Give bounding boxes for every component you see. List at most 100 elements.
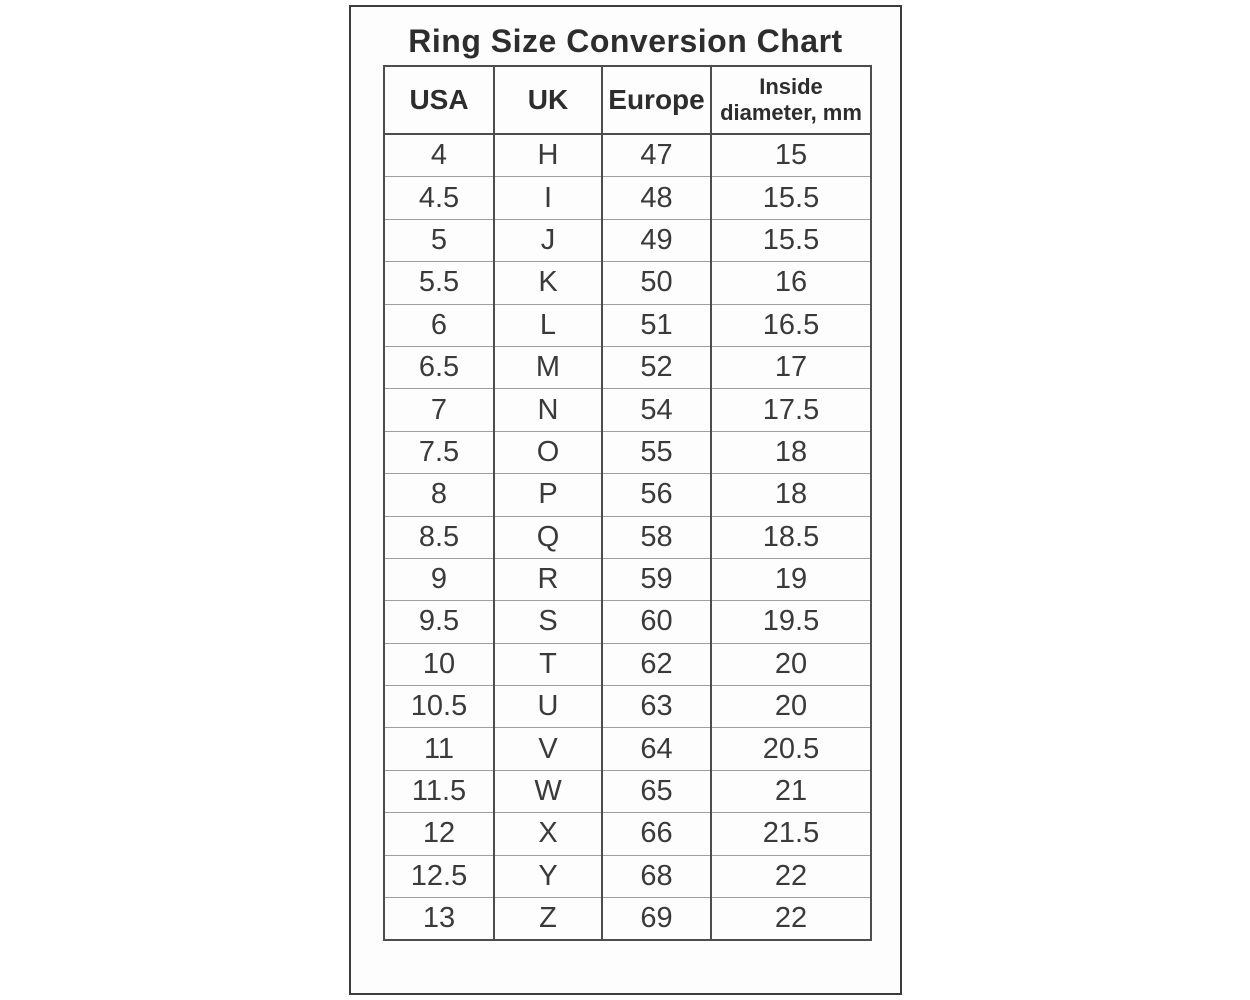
table-cell: 15.5 xyxy=(710,176,871,220)
table-cell: 10.5 xyxy=(384,685,494,728)
table-row: 7 N 54 17.5 xyxy=(384,388,871,432)
table-cell: 22 xyxy=(710,897,871,941)
table-cell: I xyxy=(493,176,602,220)
ring-size-conversion-table: USA UK Europe Inside diameter, mm 4 H 47 15… xyxy=(383,65,872,942)
table-cell: 16 xyxy=(710,261,871,305)
table-cell: 48 xyxy=(601,176,711,220)
table-cell: 12 xyxy=(384,812,494,856)
table-cell: 11.5 xyxy=(384,769,494,813)
table-row: 10 T 62 20 xyxy=(384,642,871,686)
table-cell: 19 xyxy=(710,557,871,601)
table-cell: P xyxy=(493,473,602,517)
table-cell: 20 xyxy=(710,642,871,686)
table-cell: 7 xyxy=(384,388,494,432)
table-cell: 69 xyxy=(601,897,711,941)
table-cell: W xyxy=(493,769,602,813)
table-cell: 52 xyxy=(601,345,711,389)
column-header-usa: USA xyxy=(384,66,494,135)
table-row: 11 V 64 20.5 xyxy=(384,727,871,771)
table-row: 4 H 47 15 xyxy=(384,134,871,177)
table-cell: 8 xyxy=(384,473,494,517)
table-cell: 12.5 xyxy=(384,854,494,898)
table-row: 5.5 K 50 16 xyxy=(384,261,871,305)
table-cell: 6 xyxy=(384,303,494,347)
table-cell: 21 xyxy=(710,769,871,813)
table-cell: 62 xyxy=(601,642,711,686)
table-cell: 50 xyxy=(601,261,711,305)
table-cell: O xyxy=(493,430,602,474)
table-cell: 59 xyxy=(601,557,711,601)
table-row: 5 J 49 15.5 xyxy=(384,218,871,262)
table-cell: 19.5 xyxy=(710,600,871,644)
table-cell: U xyxy=(493,685,602,728)
table-cell: 18.5 xyxy=(710,515,871,559)
table-cell: 7.5 xyxy=(384,430,494,474)
table-cell: 47 xyxy=(601,134,711,177)
table-cell: 54 xyxy=(601,388,711,432)
table-row: 6 L 51 16.5 xyxy=(384,303,871,347)
table-cell: 22 xyxy=(710,854,871,898)
table-cell: 5 xyxy=(384,218,494,262)
table-cell: 18 xyxy=(710,430,871,474)
column-header-europe: Europe xyxy=(601,66,711,135)
table-row: 4.5 I 48 15.5 xyxy=(384,176,871,220)
table-cell: S xyxy=(493,600,602,644)
table-cell: 5.5 xyxy=(384,261,494,305)
table-cell: 20.5 xyxy=(710,727,871,771)
table-cell: X xyxy=(493,812,602,856)
table-row: 9 R 59 19 xyxy=(384,557,871,601)
table-cell: 21.5 xyxy=(710,812,871,856)
table-cell: 68 xyxy=(601,854,711,898)
table-cell: 13 xyxy=(384,897,494,941)
table-cell: 56 xyxy=(601,473,711,517)
table-cell: K xyxy=(493,261,602,305)
table-cell: 17.5 xyxy=(710,388,871,432)
table-row: 7.5 O 55 18 xyxy=(384,430,871,474)
table-cell: 64 xyxy=(601,727,711,771)
table-body: 4 H 47 15 4.5 I 48 15.5 5 J 49 15.5 5.5 K 50 16 6 L 51 16.5… xyxy=(384,134,871,941)
table-cell: H xyxy=(493,134,602,177)
table-cell: 20 xyxy=(710,685,871,728)
table-cell: 4.5 xyxy=(384,176,494,220)
table-cell: J xyxy=(493,218,602,262)
header-row: USA UK Europe Inside diameter, mm xyxy=(384,66,871,135)
table-cell: 63 xyxy=(601,685,711,728)
table-cell: 9.5 xyxy=(384,600,494,644)
table-cell: 17 xyxy=(710,345,871,389)
table-cell: T xyxy=(493,642,602,686)
chart-panel: Ring Size Conversion Chart USA UK Europe… xyxy=(349,5,902,995)
table-row: 10.5 U 63 20 xyxy=(384,685,871,728)
table-cell: 15 xyxy=(710,134,871,177)
table-cell: N xyxy=(493,388,602,432)
column-header-inside-diameter: Inside diameter, mm xyxy=(710,66,871,135)
table-cell: V xyxy=(493,727,602,771)
table-cell: 66 xyxy=(601,812,711,856)
table-row: 12.5 Y 68 22 xyxy=(384,854,871,898)
table-cell: 58 xyxy=(601,515,711,559)
table-cell: 60 xyxy=(601,600,711,644)
table-cell: 15.5 xyxy=(710,218,871,262)
table-header: USA UK Europe Inside diameter, mm xyxy=(384,66,871,135)
table-cell: 51 xyxy=(601,303,711,347)
table-cell: L xyxy=(493,303,602,347)
table-row: 9.5 S 60 19.5 xyxy=(384,600,871,644)
table-row: 6.5 M 52 17 xyxy=(384,345,871,389)
table-cell: Y xyxy=(493,854,602,898)
page-title: Ring Size Conversion Chart xyxy=(408,23,843,59)
table-cell: Q xyxy=(493,515,602,559)
table-row: 8.5 Q 58 18.5 xyxy=(384,515,871,559)
table-cell: R xyxy=(493,557,602,601)
table-cell: 4 xyxy=(430,139,448,172)
table-cell: Z xyxy=(493,897,602,941)
table-cell: 9 xyxy=(384,557,494,601)
table-row: 11.5 W 65 21 xyxy=(384,769,871,813)
table-row: 12 X 66 21.5 xyxy=(384,812,871,856)
table-row: 13 Z 69 22 xyxy=(384,897,871,941)
table-cell: M xyxy=(493,345,602,389)
table-cell: 10 xyxy=(384,642,494,686)
column-header-uk: UK xyxy=(493,66,602,135)
table-cell: 6.5 xyxy=(384,345,494,389)
table-cell: 8.5 xyxy=(384,515,494,559)
table-cell: 55 xyxy=(601,430,711,474)
table-cell: 11 xyxy=(384,727,494,771)
